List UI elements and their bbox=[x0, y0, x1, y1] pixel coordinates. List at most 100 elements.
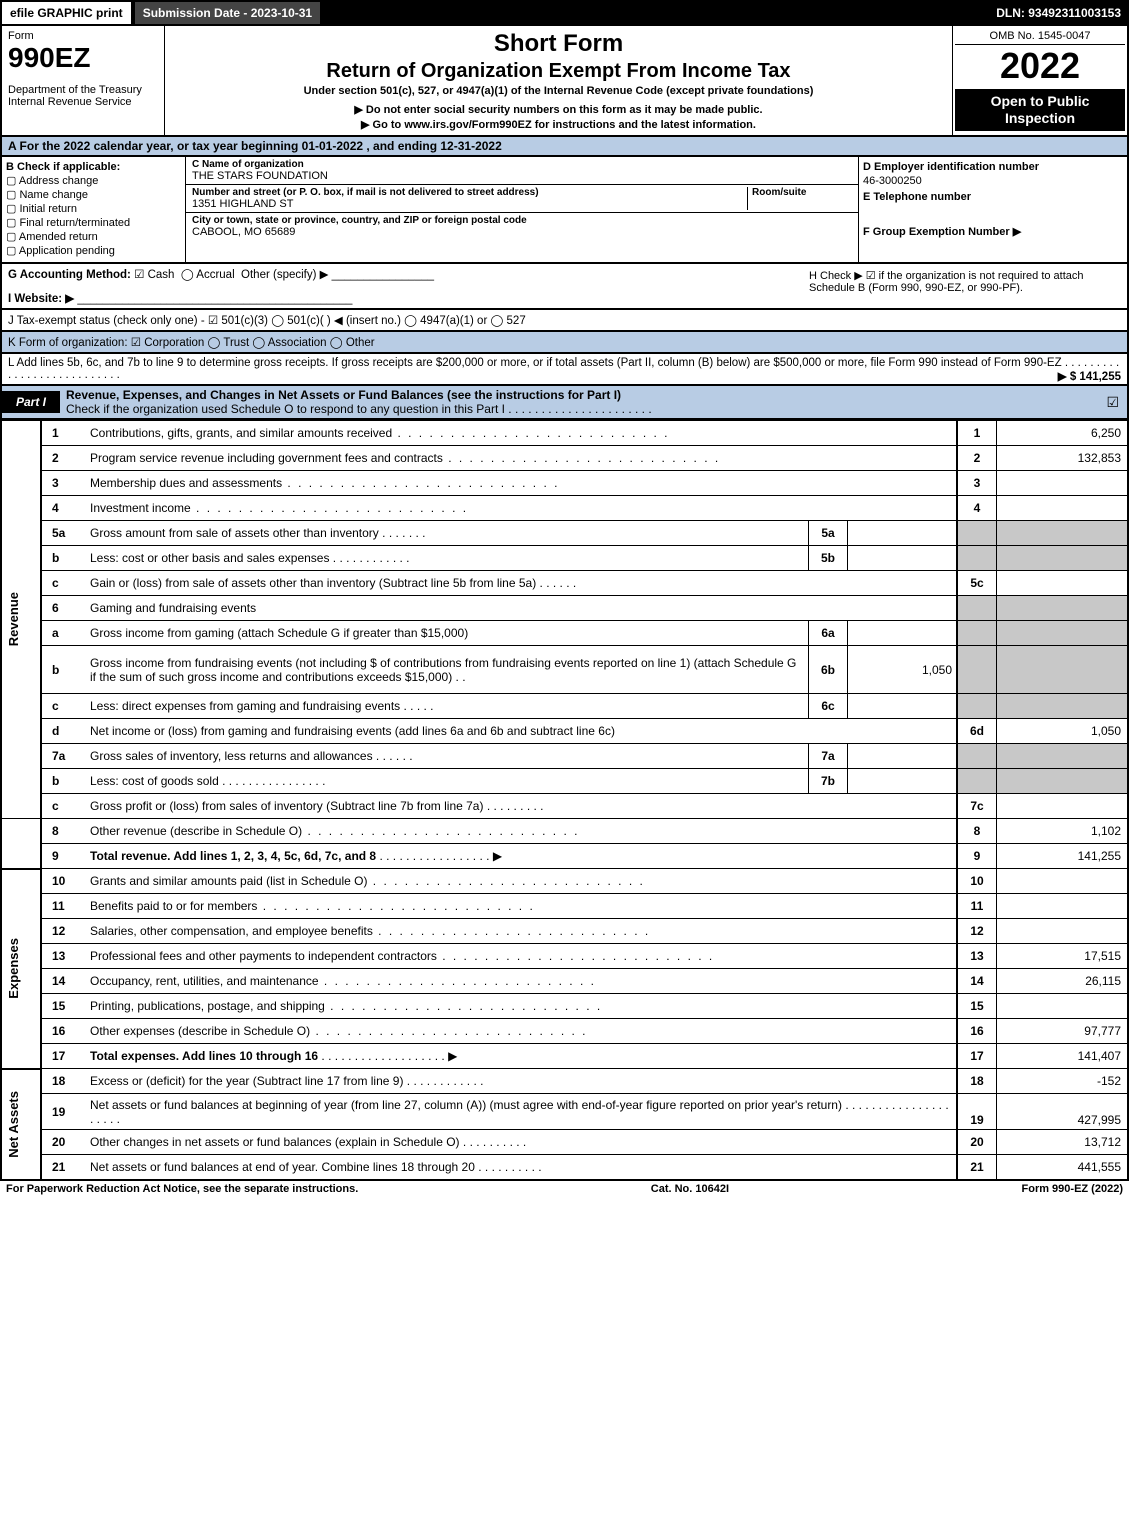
form-header: Form 990EZ Department of the Treasury In… bbox=[0, 26, 1129, 137]
line-7c-val bbox=[997, 794, 1129, 819]
org-name-label: C Name of organization bbox=[192, 159, 852, 170]
check-final-return[interactable]: ▢ Final return/terminated bbox=[6, 216, 181, 229]
line-13-desc: Professional fees and other payments to … bbox=[90, 949, 437, 963]
line-h-schedule-b: H Check ▶ ☑ if the organization is not r… bbox=[807, 267, 1121, 296]
line-3-rn: 3 bbox=[957, 471, 997, 496]
line-1-val: 6,250 bbox=[997, 421, 1129, 446]
part-1-check[interactable]: ☑ bbox=[1098, 392, 1127, 413]
line-6b-in: 6b bbox=[809, 646, 848, 694]
line-6d-val: 1,050 bbox=[997, 719, 1129, 744]
ein-label: D Employer identification number bbox=[863, 161, 1123, 173]
line-6d-num: d bbox=[41, 719, 86, 744]
footer-cat: Cat. No. 10642I bbox=[651, 1183, 729, 1195]
grey-cell bbox=[997, 769, 1129, 794]
line-18-num: 18 bbox=[41, 1069, 86, 1094]
line-5a-iv bbox=[848, 521, 958, 546]
dept-label: Department of the Treasury Internal Reve… bbox=[8, 84, 158, 108]
grey-cell bbox=[957, 744, 997, 769]
box-b-title: B Check if applicable: bbox=[6, 161, 181, 173]
line-20-val: 13,712 bbox=[997, 1130, 1129, 1155]
line-7c-num: c bbox=[41, 794, 86, 819]
line-7a-in: 7a bbox=[809, 744, 848, 769]
line-7c-rn: 7c bbox=[957, 794, 997, 819]
street-value: 1351 HIGHLAND ST bbox=[192, 198, 747, 210]
grey-cell bbox=[997, 596, 1129, 621]
dln: DLN: 93492311003153 bbox=[988, 0, 1129, 26]
org-name: THE STARS FOUNDATION bbox=[192, 170, 852, 182]
row-g-h: H Check ▶ ☑ if the organization is not r… bbox=[0, 264, 1129, 310]
check-application-pending[interactable]: ▢ Application pending bbox=[6, 244, 181, 257]
form-subtitle: Under section 501(c), 527, or 4947(a)(1)… bbox=[169, 85, 948, 97]
line-9-desc: Total revenue. Add lines 1, 2, 3, 4, 5c,… bbox=[90, 849, 376, 863]
line-19-val: 427,995 bbox=[997, 1094, 1129, 1130]
line-3-val bbox=[997, 471, 1129, 496]
line-6a-desc: Gross income from gaming (attach Schedul… bbox=[90, 626, 468, 640]
tel-label: E Telephone number bbox=[863, 191, 1123, 203]
line-14-num: 14 bbox=[41, 969, 86, 994]
line-2-val: 132,853 bbox=[997, 446, 1129, 471]
line-6c-iv bbox=[848, 694, 958, 719]
line-10-desc: Grants and similar amounts paid (list in… bbox=[90, 874, 367, 888]
form-warn-1: ▶ Do not enter social security numbers o… bbox=[169, 103, 948, 116]
city-value: CABOOL, MO 65689 bbox=[192, 226, 852, 238]
line-10-num: 10 bbox=[41, 869, 86, 894]
form-warn-2[interactable]: ▶ Go to www.irs.gov/Form990EZ for instru… bbox=[169, 118, 948, 131]
line-7c-desc: Gross profit or (loss) from sales of inv… bbox=[90, 799, 483, 813]
line-21-desc: Net assets or fund balances at end of ye… bbox=[90, 1160, 475, 1174]
check-initial-return[interactable]: ▢ Initial return bbox=[6, 202, 181, 215]
line-5b-iv bbox=[848, 546, 958, 571]
grey-cell bbox=[997, 546, 1129, 571]
line-4-rn: 4 bbox=[957, 496, 997, 521]
tax-year: 2022 bbox=[955, 45, 1125, 87]
line-5c-val bbox=[997, 571, 1129, 596]
line-16-val: 97,777 bbox=[997, 1019, 1129, 1044]
city-label: City or town, state or province, country… bbox=[192, 215, 852, 226]
line-6b-num: b bbox=[41, 646, 86, 694]
footer-left: For Paperwork Reduction Act Notice, see … bbox=[6, 1183, 358, 1195]
info-grid: B Check if applicable: ▢ Address change … bbox=[0, 157, 1129, 264]
box-b-checkboxes: B Check if applicable: ▢ Address change … bbox=[2, 157, 186, 262]
line-9-num: 9 bbox=[41, 844, 86, 869]
line-21-rn: 21 bbox=[957, 1155, 997, 1181]
line-20-rn: 20 bbox=[957, 1130, 997, 1155]
line-1-rn: 1 bbox=[957, 421, 997, 446]
part-1-sub: Check if the organization used Schedule … bbox=[66, 402, 505, 416]
line-4-num: 4 bbox=[41, 496, 86, 521]
ein-value: 46-3000250 bbox=[863, 175, 1123, 187]
part-1-dots: . . . . . . . . . . . . . . . . . . . . … bbox=[508, 402, 651, 416]
line-6-num: 6 bbox=[41, 596, 86, 621]
line-5a-in: 5a bbox=[809, 521, 848, 546]
line-11-num: 11 bbox=[41, 894, 86, 919]
check-amended-return[interactable]: ▢ Amended return bbox=[6, 230, 181, 243]
open-to-public: Open to Public Inspection bbox=[955, 89, 1125, 131]
line-8-rn: 8 bbox=[957, 819, 997, 844]
arrow-icon: ▶ bbox=[448, 1049, 457, 1063]
part-1-label: Part I bbox=[2, 391, 60, 413]
line-19-num: 19 bbox=[41, 1094, 86, 1130]
line-15-desc: Printing, publications, postage, and shi… bbox=[90, 999, 325, 1013]
grey-cell bbox=[997, 646, 1129, 694]
line-18-desc: Excess or (deficit) for the year (Subtra… bbox=[90, 1074, 403, 1088]
line-1-desc: Contributions, gifts, grants, and simila… bbox=[90, 426, 392, 440]
line-8-val: 1,102 bbox=[997, 819, 1129, 844]
line-5b-in: 5b bbox=[809, 546, 848, 571]
check-address-change[interactable]: ▢ Address change bbox=[6, 174, 181, 187]
check-name-change[interactable]: ▢ Name change bbox=[6, 188, 181, 201]
form-number: 990EZ bbox=[8, 42, 158, 74]
line-19-rn: 19 bbox=[957, 1094, 997, 1130]
grey-cell bbox=[957, 546, 997, 571]
revenue-side-label: Revenue bbox=[6, 592, 21, 646]
line-3-num: 3 bbox=[41, 471, 86, 496]
grey-cell bbox=[997, 521, 1129, 546]
efile-print-button[interactable]: efile GRAPHIC print bbox=[0, 0, 133, 26]
line-2-num: 2 bbox=[41, 446, 86, 471]
line-5c-num: c bbox=[41, 571, 86, 596]
line-19-desc: Net assets or fund balances at beginning… bbox=[90, 1098, 842, 1112]
line-15-rn: 15 bbox=[957, 994, 997, 1019]
line-9-val: 141,255 bbox=[997, 844, 1129, 869]
page-footer: For Paperwork Reduction Act Notice, see … bbox=[0, 1181, 1129, 1197]
form-label: Form bbox=[8, 30, 158, 42]
line-6c-in: 6c bbox=[809, 694, 848, 719]
line-11-val bbox=[997, 894, 1129, 919]
part-1-table: Revenue 1 Contributions, gifts, grants, … bbox=[0, 420, 1129, 1181]
